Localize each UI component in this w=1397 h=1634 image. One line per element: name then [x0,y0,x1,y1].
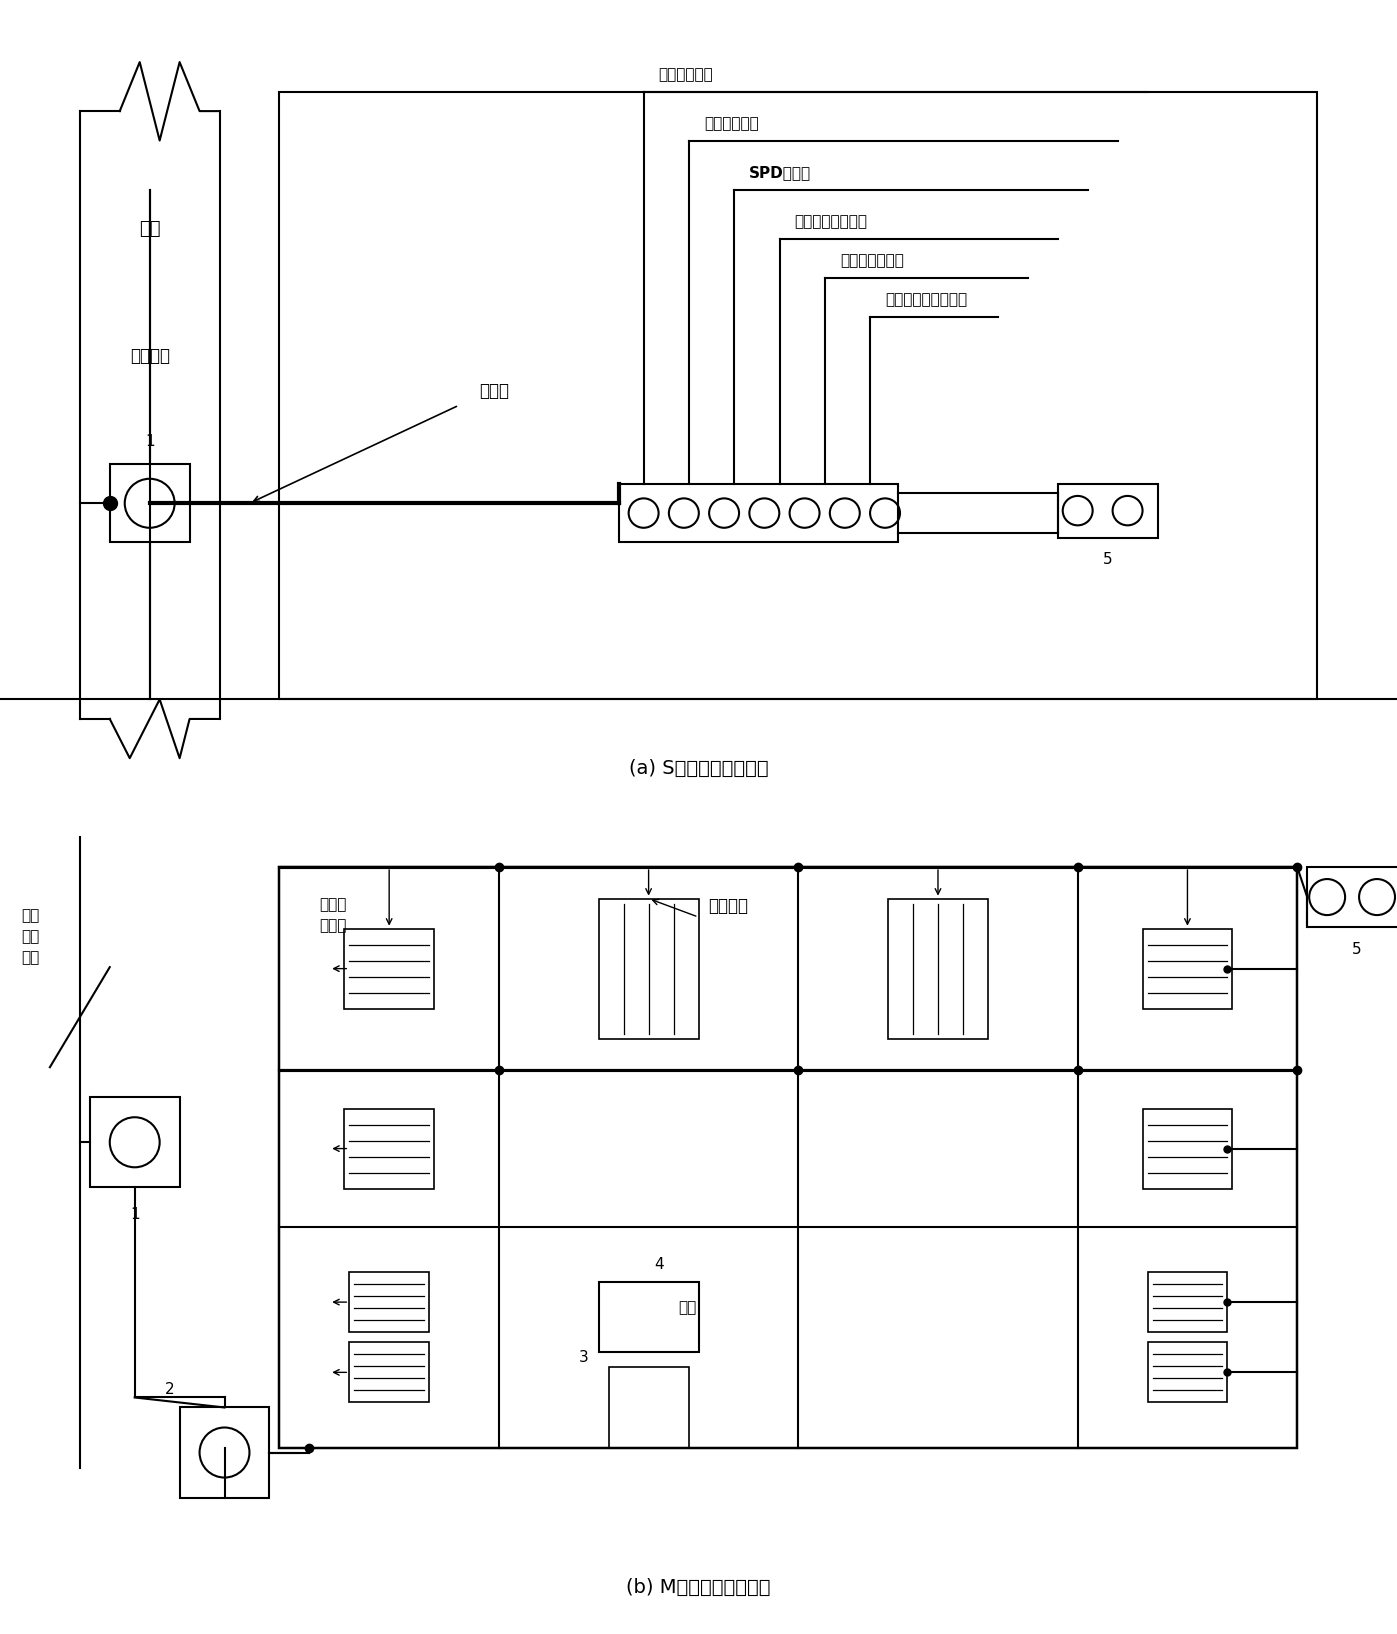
Bar [1308,868,1397,926]
Text: 单台设备: 单台设备 [708,897,749,915]
Bar [1147,1273,1228,1332]
Text: 直流地接地线: 直流地接地线 [658,67,714,82]
Text: 防静电地板接地线: 防静电地板接地线 [795,214,868,229]
Text: 屏蔽设施接地线: 屏蔽设施接地线 [840,253,904,268]
Bar [110,464,190,542]
Bar [89,1098,180,1188]
Bar [279,868,1298,1448]
Text: 5: 5 [1352,943,1362,958]
Text: 3: 3 [578,1350,588,1364]
Text: 接地线: 接地线 [479,381,509,400]
Bar [1143,1108,1232,1188]
Text: 4: 4 [654,1257,664,1273]
Text: 2: 2 [165,1382,175,1397]
Text: 5: 5 [1102,552,1112,567]
Text: 接地干线: 接地干线 [130,346,169,366]
Text: (a) S型等电位连接网络: (a) S型等电位连接网络 [629,758,768,778]
Bar [344,1108,434,1188]
Text: 金属槽等电位连接线: 金属槽等电位连接线 [886,292,968,307]
Text: 设备保护接地: 设备保护接地 [704,116,759,131]
Text: 竖井
接地
干线: 竖井 接地 干线 [21,909,39,966]
Bar [349,1343,429,1402]
Bar [609,1368,689,1448]
Bar [279,92,1317,699]
Text: 竖井: 竖井 [138,219,161,239]
Text: 设备机
房示意: 设备机 房示意 [320,897,346,933]
Text: (b) M型等电位连接网络: (b) M型等电位连接网络 [626,1578,771,1596]
Text: 1: 1 [130,1208,140,1222]
Bar [599,899,698,1039]
Bar [349,1273,429,1332]
Text: 1: 1 [145,435,155,449]
Bar [180,1407,270,1497]
Bar [599,1283,698,1353]
Text: 线槽: 线槽 [679,1299,697,1315]
Bar [344,928,434,1008]
Bar [1143,928,1232,1008]
Bar [888,899,988,1039]
Bar [1058,484,1158,538]
Bar [619,484,898,542]
Text: SPD接地线: SPD接地线 [749,165,812,180]
Bar [1147,1343,1228,1402]
